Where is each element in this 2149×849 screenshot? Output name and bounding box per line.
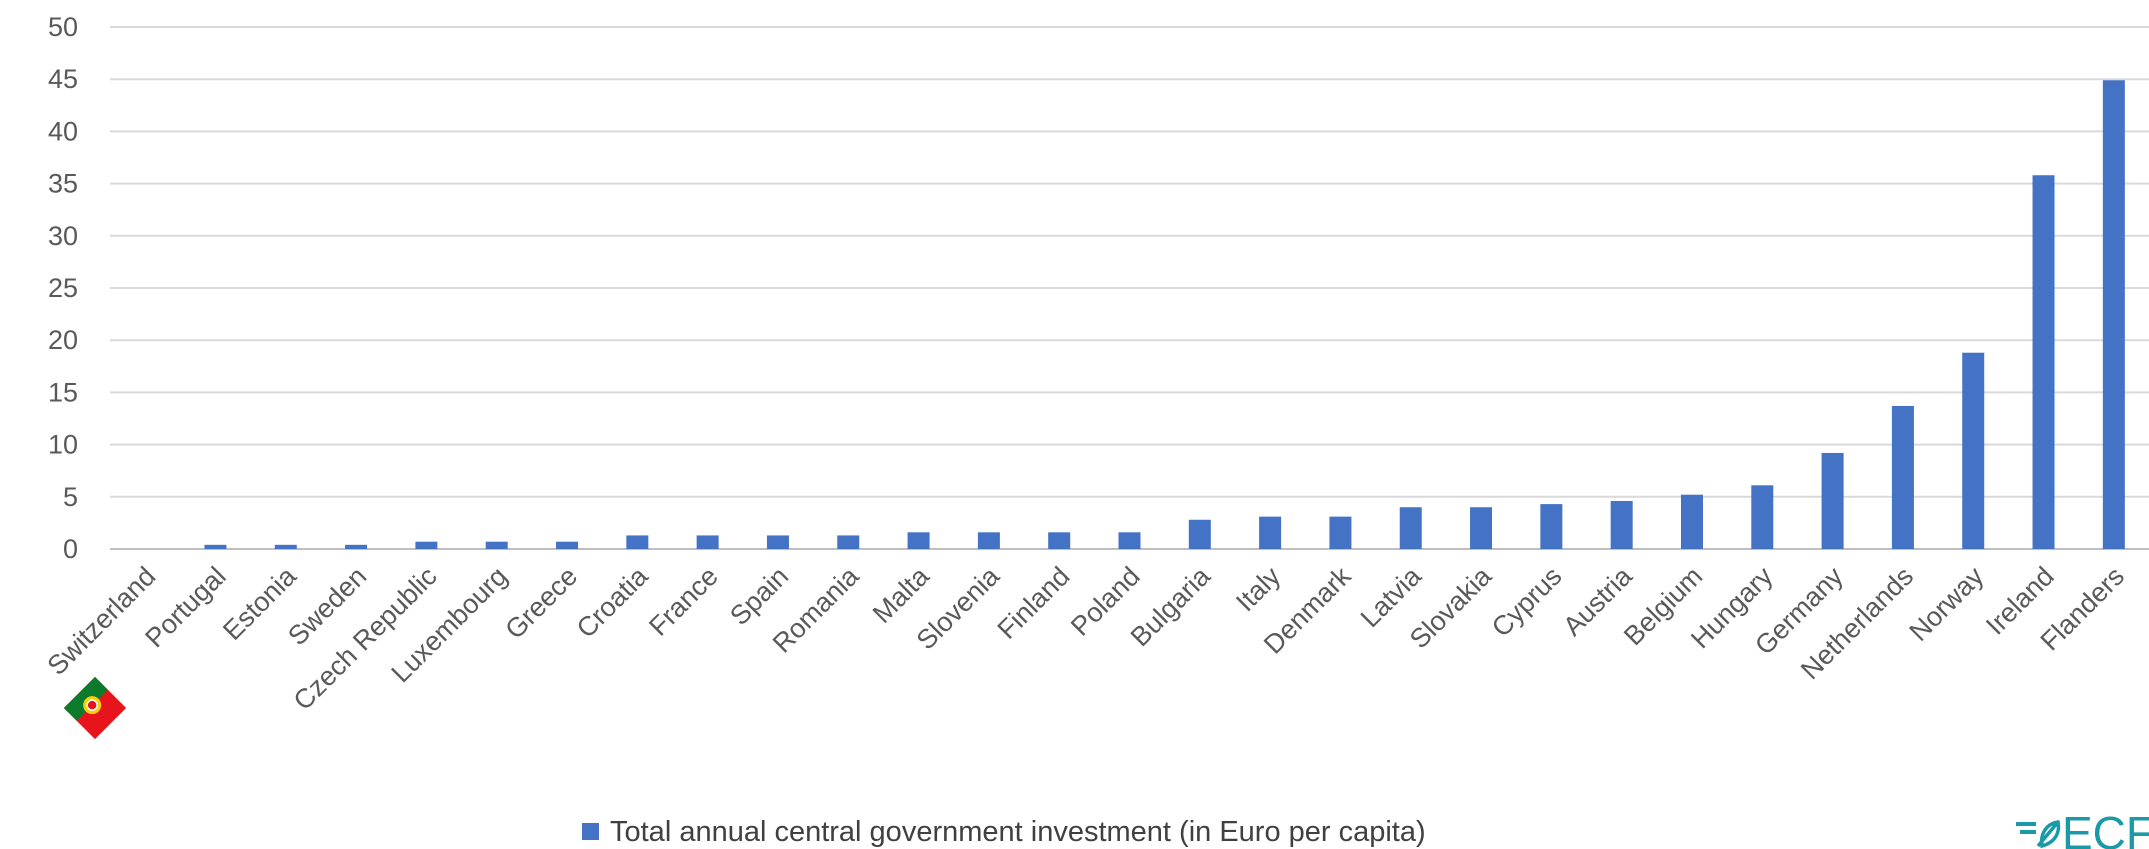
bar-greece [556,541,579,549]
y-tick-label: 30 [48,221,78,251]
bar-malta [907,532,930,549]
bar-austria [1610,500,1633,549]
bar-estonia [274,544,297,549]
x-tick-label: Greece [499,561,583,645]
bar-denmark [1329,516,1352,549]
y-tick-label: 40 [48,116,78,146]
bar-croatia [626,535,649,549]
legend: Total annual central government investme… [582,816,1426,848]
bar-flanders [2102,80,2125,549]
x-tick-label: France [643,561,724,642]
y-tick-label: 10 [48,430,78,460]
legend-swatch [582,823,599,840]
bar-slovakia [1470,507,1493,549]
y-tick-label: 25 [48,273,78,303]
bar-italy [1259,516,1282,549]
x-tick-label: Switzerland [41,561,161,681]
legend-label: Total annual central government investme… [610,816,1426,848]
y-tick-label: 45 [48,64,78,94]
bar-ireland [2032,175,2055,550]
bar-finland [1048,532,1071,549]
bar-latvia [1399,507,1422,549]
ecf-logo-icon: ECF [2016,807,2149,849]
bar-germany [1821,452,1844,549]
bar-romania [837,535,860,549]
bar-portugal [204,544,227,549]
x-tick-label: Cyprus [1486,561,1568,643]
x-tick-label: Italy [1230,561,1287,618]
gridlines [110,26,2149,550]
bar-spain [766,535,789,549]
x-tick-label: Bulgaria [1125,560,1217,652]
bar-hungary [1751,485,1774,549]
y-tick-label: 35 [48,169,78,199]
x-tick-label: Norway [1904,561,1990,647]
x-tick-label: Croatia [571,560,654,643]
y-tick-label: 15 [48,377,78,407]
bar-belgium [1680,494,1703,549]
y-tick-label: 20 [48,325,78,355]
y-axis-ticks: 0 5 10 15 20 25 30 35 40 45 50 [48,12,78,564]
bar-sweden [345,544,368,549]
bar-cyprus [1540,504,1563,549]
bar-czech-republic [415,541,438,549]
logo-text: ECF [2062,807,2149,849]
bar-slovenia [977,532,1000,549]
portugal-flag-icon [63,676,127,740]
y-tick-label: 5 [63,482,78,512]
bars [204,80,2125,550]
x-tick-label: Finland [992,561,1076,645]
bar-bulgaria [1188,519,1211,549]
bar-poland [1118,532,1141,549]
bar-netherlands [1891,405,1914,549]
bar-france [696,535,719,549]
y-tick-label: 0 [63,534,78,564]
bar-norway [1962,352,1985,549]
y-tick-label: 50 [48,12,78,42]
bar-luxembourg [485,541,508,549]
